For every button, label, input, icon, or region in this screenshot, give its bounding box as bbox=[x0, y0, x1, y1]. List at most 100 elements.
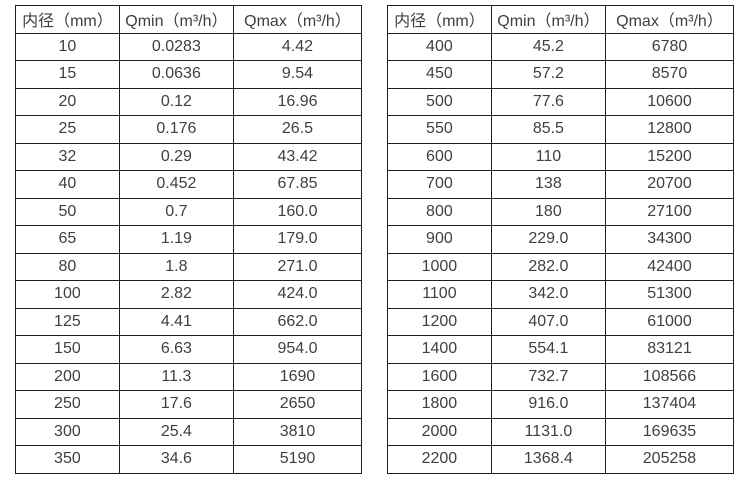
table-row: 550 85.5 12800 bbox=[387, 115, 735, 144]
table-cell: 32 bbox=[15, 142, 120, 171]
table-row: 200 11.3 1690 bbox=[15, 362, 363, 391]
table-cell: 110 bbox=[490, 142, 606, 171]
table-cell: 2.82 bbox=[118, 280, 234, 309]
table-row: 125 4.41 662.0 bbox=[15, 307, 363, 336]
table-cell: 80 bbox=[15, 252, 120, 281]
table-cell: 1800 bbox=[387, 390, 492, 419]
table-cell: 169635 bbox=[604, 417, 735, 446]
table-cell: 0.29 bbox=[118, 142, 234, 171]
table-cell: 137404 bbox=[604, 390, 735, 419]
table-cell: 57.2 bbox=[490, 60, 606, 89]
table-cell: 2200 bbox=[387, 445, 492, 474]
table-row: 10 0.0283 4.42 bbox=[15, 32, 363, 61]
flow-range-table-small: 内径（mm） Qmin（m³/h） Qmax（m³/h） 10 0.0283 4.42 1… bbox=[15, 5, 363, 474]
table-row: 250 17.6 2650 bbox=[15, 390, 363, 419]
table-cell: 77.6 bbox=[490, 87, 606, 116]
table-cell: 160.0 bbox=[232, 197, 363, 226]
table-row: 400 45.2 6780 bbox=[387, 32, 735, 61]
table-cell: 1000 bbox=[387, 252, 492, 281]
table-cell: 732.7 bbox=[490, 362, 606, 391]
table-cell: 342.0 bbox=[490, 280, 606, 309]
table-cell: 400 bbox=[387, 32, 492, 61]
table-cell: 250 bbox=[15, 390, 120, 419]
table-cell: 0.12 bbox=[118, 87, 234, 116]
table-row: 65 1.19 179.0 bbox=[15, 225, 363, 254]
table-row: 1600 732.7 108566 bbox=[387, 362, 735, 391]
table-cell: 0.0636 bbox=[118, 60, 234, 89]
column-header-2: Qmax（m³/h） bbox=[604, 5, 735, 34]
table-cell: 0.7 bbox=[118, 197, 234, 226]
table-cell: 450 bbox=[387, 60, 492, 89]
column-header-1: Qmin（m³/h） bbox=[118, 5, 234, 34]
table-row: 1000 282.0 42400 bbox=[387, 252, 735, 281]
table-cell: 500 bbox=[387, 87, 492, 116]
table-cell: 1368.4 bbox=[490, 445, 606, 474]
table-cell: 34.6 bbox=[118, 445, 234, 474]
table-cell: 83121 bbox=[604, 335, 735, 364]
table-cell: 12800 bbox=[604, 115, 735, 144]
column-header-0: 内径（mm） bbox=[15, 5, 120, 34]
table-cell: 6.63 bbox=[118, 335, 234, 364]
table-cell: 1.8 bbox=[118, 252, 234, 281]
table-cell: 700 bbox=[387, 170, 492, 199]
table-cell: 916.0 bbox=[490, 390, 606, 419]
header-row: 内径（mm） Qmin（m³/h） Qmax（m³/h） bbox=[15, 5, 363, 34]
table-cell: 1400 bbox=[387, 335, 492, 364]
table-cell: 34300 bbox=[604, 225, 735, 254]
table-cell: 179.0 bbox=[232, 225, 363, 254]
table-cell: 25 bbox=[15, 115, 120, 144]
table-cell: 26.5 bbox=[232, 115, 363, 144]
table-cell: 6780 bbox=[604, 32, 735, 61]
table-cell: 4.42 bbox=[232, 32, 363, 61]
table-row: 2200 1368.4 205258 bbox=[387, 445, 735, 474]
table-row: 25 0.176 26.5 bbox=[15, 115, 363, 144]
table-cell: 1131.0 bbox=[490, 417, 606, 446]
table-cell: 17.6 bbox=[118, 390, 234, 419]
table-cell: 43.42 bbox=[232, 142, 363, 171]
table-cell: 42400 bbox=[604, 252, 735, 281]
table-cell: 1600 bbox=[387, 362, 492, 391]
table-row: 500 77.6 10600 bbox=[387, 87, 735, 116]
table-cell: 900 bbox=[387, 225, 492, 254]
table-cell: 205258 bbox=[604, 445, 735, 474]
table-cell: 9.54 bbox=[232, 60, 363, 89]
table-cell: 5190 bbox=[232, 445, 363, 474]
table-row: 50 0.7 160.0 bbox=[15, 197, 363, 226]
table-row: 800 180 27100 bbox=[387, 197, 735, 226]
table-cell: 16.96 bbox=[232, 87, 363, 116]
table-row: 15 0.0636 9.54 bbox=[15, 60, 363, 89]
flow-range-table-large: 内径（mm） Qmin（m³/h） Qmax（m³/h） 400 45.2 6780 45… bbox=[387, 5, 735, 474]
table-cell: 15 bbox=[15, 60, 120, 89]
table-cell: 800 bbox=[387, 197, 492, 226]
table-cell: 45.2 bbox=[490, 32, 606, 61]
table-row: 80 1.8 271.0 bbox=[15, 252, 363, 281]
table-row: 600 110 15200 bbox=[387, 142, 735, 171]
table-cell: 1690 bbox=[232, 362, 363, 391]
table-cell: 51300 bbox=[604, 280, 735, 309]
table-cell: 150 bbox=[15, 335, 120, 364]
table-row: 40 0.452 67.85 bbox=[15, 170, 363, 199]
table-row: 1200 407.0 61000 bbox=[387, 307, 735, 336]
table-cell: 50 bbox=[15, 197, 120, 226]
table-cell: 424.0 bbox=[232, 280, 363, 309]
table-cell: 27100 bbox=[604, 197, 735, 226]
table-cell: 15200 bbox=[604, 142, 735, 171]
table-cell: 554.1 bbox=[490, 335, 606, 364]
table-cell: 0.452 bbox=[118, 170, 234, 199]
table-cell: 954.0 bbox=[232, 335, 363, 364]
table-cell: 0.0283 bbox=[118, 32, 234, 61]
table-row: 32 0.29 43.42 bbox=[15, 142, 363, 171]
table-cell: 2000 bbox=[387, 417, 492, 446]
table-cell: 600 bbox=[387, 142, 492, 171]
table-cell: 10600 bbox=[604, 87, 735, 116]
table-cell: 282.0 bbox=[490, 252, 606, 281]
table-row: 150 6.63 954.0 bbox=[15, 335, 363, 364]
table-cell: 300 bbox=[15, 417, 120, 446]
table-cell: 10 bbox=[15, 32, 120, 61]
table-cell: 662.0 bbox=[232, 307, 363, 336]
table-row: 100 2.82 424.0 bbox=[15, 280, 363, 309]
table-row: 300 25.4 3810 bbox=[15, 417, 363, 446]
table-cell: 40 bbox=[15, 170, 120, 199]
table-cell: 138 bbox=[490, 170, 606, 199]
